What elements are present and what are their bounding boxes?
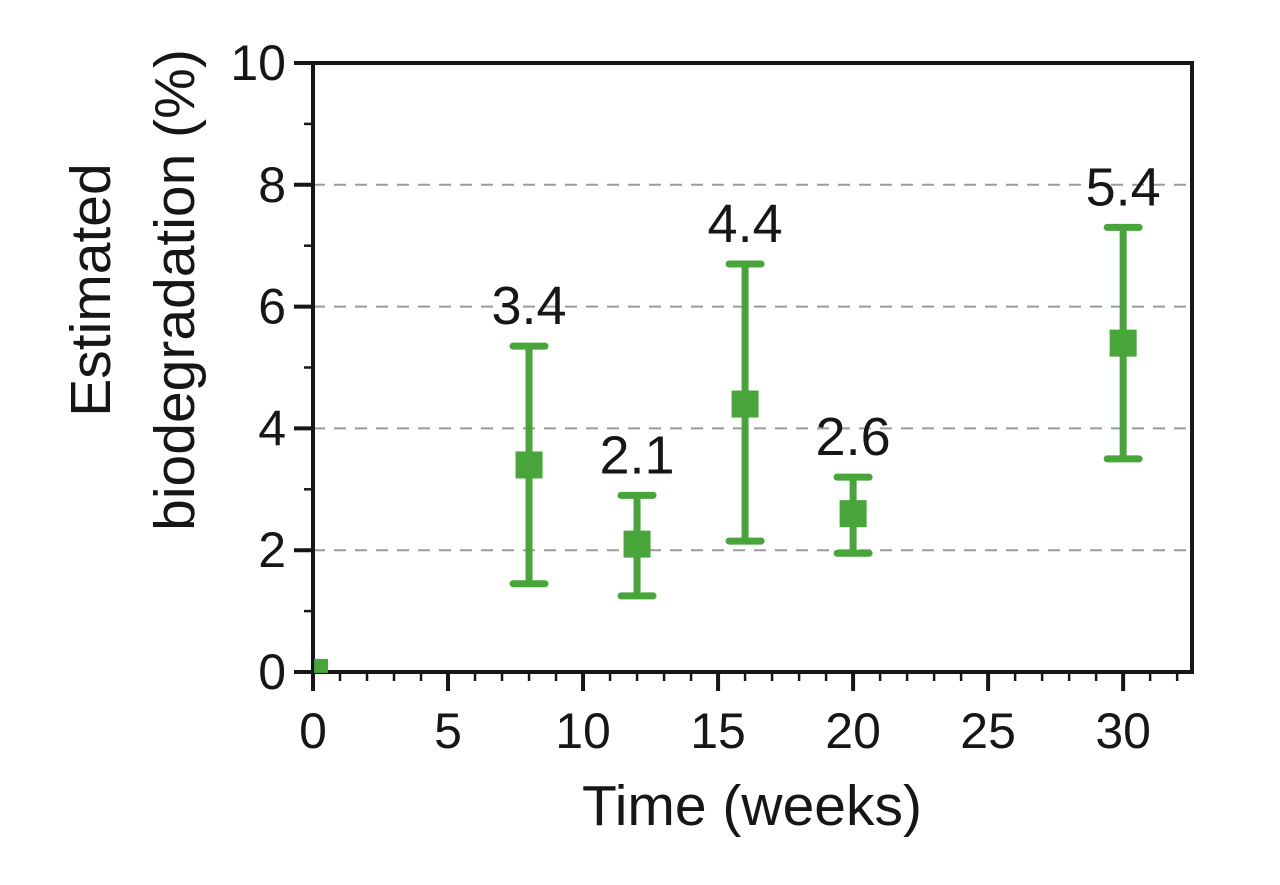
- y-axis-title-line2: biodegradation (%): [143, 49, 207, 531]
- y-axis-title-line1: Estimated: [59, 163, 123, 417]
- data-point-marker: [515, 451, 543, 479]
- plot-frame: [311, 61, 1194, 674]
- plot-frame-rect: [311, 61, 1194, 674]
- value-label: 4.4: [708, 194, 783, 254]
- y-tick-labels: 0 2 4 6 8 10: [230, 35, 286, 700]
- data-point-marker: [839, 500, 867, 528]
- x-tick-label-15: 15: [690, 703, 746, 759]
- x-tick-label-0: 0: [299, 703, 327, 759]
- value-label: 3.4: [491, 276, 566, 336]
- y-tick-label-10: 10: [230, 35, 286, 91]
- x-tick-label-30: 30: [1095, 703, 1151, 759]
- y-tick-label-4: 4: [258, 400, 286, 456]
- data-point-marker: [314, 658, 329, 673]
- x-axis-title: Time (weeks): [582, 774, 922, 838]
- x-tick-label-25: 25: [960, 703, 1016, 759]
- axis-ticks: [294, 61, 1179, 691]
- y-axis-title: Estimated biodegradation (%): [49, 49, 217, 531]
- y-tick-label-0: 0: [258, 644, 286, 700]
- x-tick-label-5: 5: [434, 703, 462, 759]
- data-series: 3.4 2.1 4.4 2.6 5.4: [314, 157, 1161, 673]
- data-point-marker: [1109, 329, 1137, 357]
- y-tick-label-2: 2: [258, 522, 286, 578]
- x-tick-labels: 0 5 10 15 20 25 30: [299, 703, 1151, 759]
- y-tick-label-6: 6: [258, 279, 286, 335]
- x-tick-label-20: 20: [825, 703, 881, 759]
- value-label: 5.4: [1086, 157, 1161, 217]
- x-tick-label-10: 10: [555, 703, 611, 759]
- y-tick-label-8: 8: [258, 157, 286, 213]
- data-point-marker: [623, 530, 651, 558]
- value-label: 2.6: [816, 407, 891, 467]
- data-point-marker: [731, 390, 759, 418]
- value-label: 2.1: [600, 425, 675, 485]
